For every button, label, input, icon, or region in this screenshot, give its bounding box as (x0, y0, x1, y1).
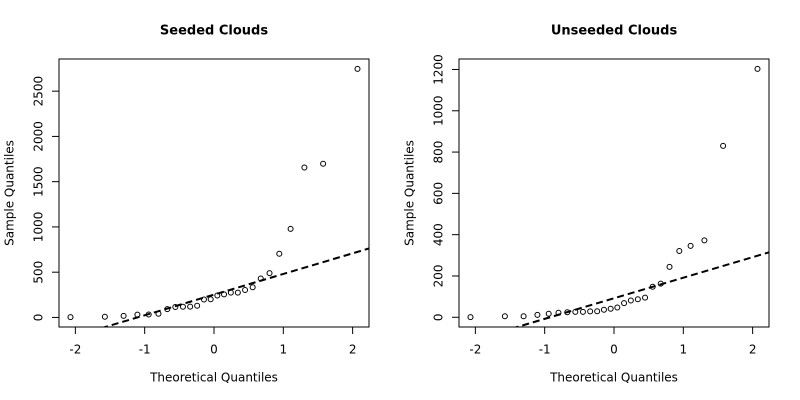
data-point (614, 304, 621, 311)
data-point (120, 312, 127, 319)
data-point (67, 314, 74, 321)
y-axis-label: Sample Quantiles (3, 140, 17, 246)
data-point (634, 296, 641, 303)
data-point (221, 291, 228, 298)
y-tick-label: 200 (432, 265, 446, 288)
data-point (200, 296, 207, 303)
panel: Seeded Clouds Theoretical Quantiles Sample… (3, 24, 370, 385)
x-tick-label: 1 (279, 343, 287, 357)
data-point (227, 289, 234, 296)
chart-title: Seeded Clouds (160, 24, 268, 39)
data-point (627, 297, 634, 304)
y-tick-label: 0 (32, 314, 46, 322)
data-point (101, 313, 108, 320)
y-tick-label: 1000 (432, 95, 446, 126)
data-point (467, 314, 474, 321)
x-tick-label: 0 (210, 343, 218, 357)
y-tick-label: 1000 (32, 212, 46, 243)
data-point (564, 309, 571, 316)
x-tick-label: 0 (610, 343, 618, 357)
x-axis-label: Theoretical Quantiles (549, 371, 678, 385)
data-point (155, 310, 162, 317)
data-point (172, 304, 179, 311)
y-tick-label: 1500 (32, 166, 46, 197)
plot-frame (458, 58, 770, 328)
data-point (234, 289, 241, 296)
data-point (720, 142, 727, 149)
data-point (301, 164, 308, 171)
data-point (666, 263, 673, 270)
x-tick-label: 1 (679, 343, 687, 357)
data-point (600, 306, 607, 313)
x-axis-label: Theoretical Quantiles (149, 371, 278, 385)
data-point (594, 308, 601, 315)
x-tick-label: -2 (69, 343, 81, 357)
data-point (520, 313, 527, 320)
data-point (572, 308, 579, 315)
data-point (194, 302, 201, 309)
panel: Unseeded Clouds Theoretical Quantiles Samp… (403, 24, 770, 385)
data-point (287, 225, 294, 232)
data-point (545, 310, 552, 317)
data-point (607, 305, 614, 312)
y-tick-label: 800 (432, 141, 446, 164)
data-point (687, 242, 694, 249)
plot-frame (58, 58, 370, 328)
y-tick-label: 400 (432, 223, 446, 246)
data-point (214, 292, 221, 299)
data-point (534, 311, 541, 318)
data-point (242, 287, 249, 294)
data-point (134, 311, 141, 318)
x-tick-label: -1 (139, 343, 151, 357)
y-tick-label: 2500 (32, 76, 46, 107)
qq-line (101, 247, 369, 327)
data-point (649, 283, 656, 290)
data-point (754, 65, 761, 72)
data-point (266, 270, 273, 277)
data-point (320, 160, 327, 167)
data-point (701, 237, 708, 244)
chart-title: Unseeded Clouds (551, 24, 678, 39)
data-point (257, 275, 264, 282)
data-point (621, 300, 628, 307)
x-tick-label: 2 (349, 343, 357, 357)
qq-line (513, 251, 769, 327)
x-tick-label: -2 (469, 343, 481, 357)
data-point (179, 303, 186, 310)
x-tick-label: 2 (749, 343, 757, 357)
data-point (657, 280, 664, 287)
y-tick-label: 600 (432, 182, 446, 205)
y-tick-label: 0 (432, 313, 446, 321)
data-point (579, 308, 586, 315)
y-tick-label: 1200 (432, 54, 446, 85)
data-point (276, 250, 283, 257)
data-point (207, 296, 214, 303)
data-point (187, 303, 194, 310)
data-point (555, 309, 562, 316)
data-point (164, 306, 171, 313)
y-axis-label: Sample Quantiles (403, 140, 417, 246)
x-tick-label: -1 (539, 343, 551, 357)
y-tick-label: 500 (32, 261, 46, 284)
y-tick-label: 2000 (32, 121, 46, 152)
data-point (249, 284, 256, 291)
data-point (676, 247, 683, 254)
data-point (354, 65, 361, 72)
data-point (587, 308, 594, 315)
data-point (642, 294, 649, 301)
data-point (501, 313, 508, 320)
data-point (145, 311, 152, 318)
